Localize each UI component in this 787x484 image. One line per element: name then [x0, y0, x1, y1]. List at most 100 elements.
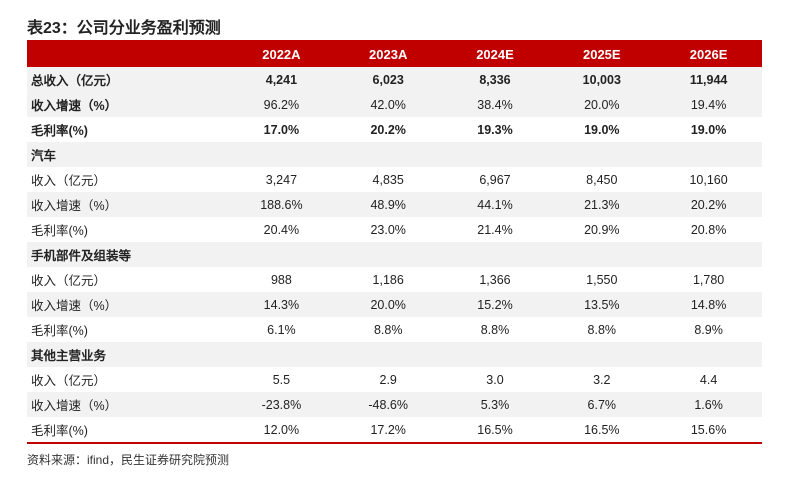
- value-cell: 20.0%: [548, 92, 656, 117]
- value-cell: 20.4%: [263, 222, 300, 237]
- value-cell: 8,336: [441, 67, 549, 92]
- value-cell: 19.3%: [477, 122, 513, 137]
- table-row: 手机部件及组装等: [27, 242, 762, 267]
- row-label: 收入（亿元）: [31, 274, 107, 288]
- value-cell: 20.9%: [584, 222, 620, 237]
- value-cell: [548, 242, 656, 267]
- value-cell: 1,780: [692, 272, 725, 287]
- value-cell: [441, 242, 549, 267]
- value-cell: [334, 142, 442, 167]
- forecast-table: 2022A 2023A 2024E 2025E 2026E 总收入（亿元） 4,2…: [27, 42, 762, 444]
- header-cell: 2026E: [655, 42, 762, 67]
- value-cell: 1,550: [586, 272, 618, 287]
- header-cell: 2025E: [548, 42, 656, 67]
- table-row: 收入（亿元） 5.5 2.9 3.0 3.2 4.4: [27, 367, 762, 392]
- value-cell: 8.8%: [587, 322, 617, 337]
- header-row: 2022A 2023A 2024E 2025E 2026E: [27, 42, 762, 67]
- value-cell: [655, 242, 762, 267]
- value-cell: 13.5%: [548, 292, 656, 317]
- table-row: 其他主营业务: [27, 342, 762, 367]
- value-cell: 42.0%: [334, 92, 442, 117]
- value-cell: 4,241: [228, 67, 335, 92]
- value-cell: [655, 142, 762, 167]
- value-cell: 3,247: [265, 172, 298, 187]
- value-cell: [441, 142, 549, 167]
- row-label: 毛利率(%): [31, 324, 88, 338]
- value-cell: [228, 342, 335, 367]
- value-cell: [334, 342, 442, 367]
- header-cell: [27, 42, 228, 67]
- value-cell: 8.9%: [694, 322, 723, 337]
- value-cell: 8.8%: [373, 322, 403, 337]
- table-row: 汽车: [27, 142, 762, 167]
- value-cell: 6.1%: [267, 322, 296, 337]
- header-cell: 2022A: [228, 42, 335, 67]
- value-cell: [228, 242, 335, 267]
- value-cell: 19.0%: [584, 122, 620, 137]
- row-label: 毛利率(%): [31, 224, 88, 238]
- value-cell: [441, 342, 549, 367]
- value-cell: 20.0%: [334, 292, 442, 317]
- value-cell: [228, 142, 335, 167]
- value-cell: -23.8%: [228, 392, 335, 417]
- value-cell: 1,366: [479, 272, 511, 287]
- table-row: 收入（亿元） 3,247 4,835 6,967 8,450 10,160: [27, 167, 762, 192]
- value-cell: 17.2%: [334, 417, 442, 444]
- table-title: 表23：公司分业务盈利预测: [27, 20, 221, 37]
- value-cell: [548, 342, 656, 367]
- source-note: 资料来源：ifind，民生证券研究院预测: [27, 453, 230, 467]
- value-cell: 10,160: [689, 172, 728, 187]
- value-cell: 11,944: [655, 67, 762, 92]
- value-cell: 14.3%: [228, 292, 335, 317]
- value-cell: 6.7%: [548, 392, 656, 417]
- row-label: 收入（亿元）: [31, 174, 107, 188]
- header-cell: 2023A: [334, 42, 442, 67]
- table-row: 毛利率(%) 12.0% 17.2% 16.5% 16.5% 15.6%: [27, 417, 762, 444]
- value-cell: 48.9%: [334, 192, 442, 217]
- row-label: 收入增速（%）: [27, 292, 228, 317]
- value-cell: 4.4: [699, 372, 718, 387]
- value-cell: 6,967: [479, 172, 511, 187]
- value-cell: 16.5%: [441, 417, 549, 444]
- value-cell: 19.4%: [655, 92, 762, 117]
- value-cell: 20.2%: [655, 192, 762, 217]
- value-cell: [548, 142, 656, 167]
- value-cell: 16.5%: [548, 417, 656, 444]
- value-cell: 8,450: [586, 172, 618, 187]
- value-cell: 20.8%: [690, 222, 727, 237]
- row-label: 其他主营业务: [27, 342, 228, 367]
- table-row: 总收入（亿元） 4,241 6,023 8,336 10,003 11,944: [27, 67, 762, 92]
- table-row: 毛利率(%) 20.4% 23.0% 21.4% 20.9% 20.8%: [27, 217, 762, 242]
- row-label: 汽车: [27, 142, 228, 167]
- row-label: 手机部件及组装等: [27, 242, 228, 267]
- value-cell: 2.9: [379, 372, 397, 387]
- value-cell: 5.5: [272, 372, 291, 387]
- table-row: 毛利率(%) 6.1% 8.8% 8.8% 8.8% 8.9%: [27, 317, 762, 342]
- value-cell: 14.8%: [655, 292, 762, 317]
- value-cell: 3.0: [486, 372, 504, 387]
- value-cell: 38.4%: [441, 92, 549, 117]
- table-row: 收入增速（%） -23.8% -48.6% 5.3% 6.7% 1.6%: [27, 392, 762, 417]
- row-label: 收入增速（%）: [27, 92, 228, 117]
- value-cell: 188.6%: [228, 192, 335, 217]
- value-cell: -48.6%: [334, 392, 442, 417]
- table-row: 毛利率(%) 17.0% 20.2% 19.3% 19.0% 19.0%: [27, 117, 762, 142]
- value-cell: 10,003: [548, 67, 656, 92]
- row-label: 收入增速（%）: [27, 392, 228, 417]
- value-cell: 44.1%: [441, 192, 549, 217]
- value-cell: 19.0%: [690, 122, 727, 137]
- value-cell: 988: [270, 272, 292, 287]
- value-cell: 1.6%: [655, 392, 762, 417]
- row-label: 收入（亿元）: [31, 374, 107, 388]
- table-row: 收入增速（%） 14.3% 20.0% 15.2% 13.5% 14.8%: [27, 292, 762, 317]
- header-cell: 2024E: [441, 42, 549, 67]
- row-label: 收入增速（%）: [27, 192, 228, 217]
- value-cell: 8.8%: [480, 322, 510, 337]
- table-row: 收入增速（%） 188.6% 48.9% 44.1% 21.3% 20.2%: [27, 192, 762, 217]
- table-row: 收入增速（%） 96.2% 42.0% 38.4% 20.0% 19.4%: [27, 92, 762, 117]
- value-cell: 15.2%: [441, 292, 549, 317]
- value-cell: 3.2: [593, 372, 611, 387]
- value-cell: 21.3%: [548, 192, 656, 217]
- value-cell: 15.6%: [655, 417, 762, 444]
- value-cell: 12.0%: [228, 417, 335, 444]
